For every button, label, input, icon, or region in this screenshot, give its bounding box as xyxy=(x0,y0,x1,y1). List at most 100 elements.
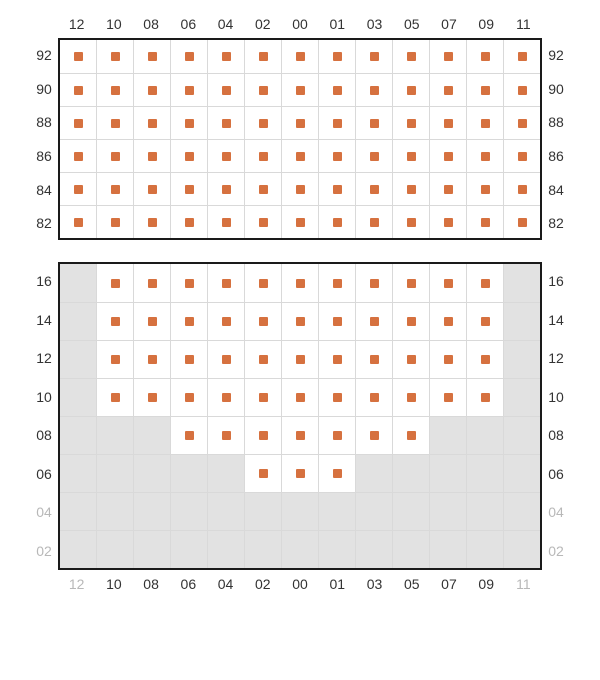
seat[interactable] xyxy=(244,454,281,492)
seat[interactable] xyxy=(96,73,133,106)
seat[interactable] xyxy=(318,378,355,416)
seat[interactable] xyxy=(133,205,170,238)
seat[interactable] xyxy=(392,340,429,378)
seat[interactable] xyxy=(281,454,318,492)
seat[interactable] xyxy=(133,172,170,205)
seat[interactable] xyxy=(429,172,466,205)
seat[interactable] xyxy=(503,73,540,106)
seat[interactable] xyxy=(466,378,503,416)
seat[interactable] xyxy=(281,378,318,416)
seat[interactable] xyxy=(170,416,207,454)
seat[interactable] xyxy=(466,106,503,139)
seat[interactable] xyxy=(429,302,466,340)
seat[interactable] xyxy=(429,378,466,416)
seat[interactable] xyxy=(133,40,170,73)
seat[interactable] xyxy=(355,340,392,378)
seat[interactable] xyxy=(244,106,281,139)
seat[interactable] xyxy=(429,106,466,139)
seat[interactable] xyxy=(207,106,244,139)
seat[interactable] xyxy=(281,416,318,454)
seat[interactable] xyxy=(170,106,207,139)
seat[interactable] xyxy=(466,264,503,302)
seat[interactable] xyxy=(170,205,207,238)
seat[interactable] xyxy=(244,340,281,378)
seat[interactable] xyxy=(244,139,281,172)
seat[interactable] xyxy=(281,302,318,340)
seat[interactable] xyxy=(170,40,207,73)
seat[interactable] xyxy=(355,302,392,340)
seat[interactable] xyxy=(60,172,96,205)
seat[interactable] xyxy=(207,302,244,340)
seat[interactable] xyxy=(170,73,207,106)
seat[interactable] xyxy=(503,106,540,139)
seat[interactable] xyxy=(503,172,540,205)
seat[interactable] xyxy=(503,139,540,172)
seat[interactable] xyxy=(392,172,429,205)
seat[interactable] xyxy=(244,378,281,416)
seat[interactable] xyxy=(133,73,170,106)
seat[interactable] xyxy=(281,139,318,172)
seat[interactable] xyxy=(207,416,244,454)
seat[interactable] xyxy=(355,73,392,106)
seat[interactable] xyxy=(281,40,318,73)
seat[interactable] xyxy=(60,73,96,106)
seat[interactable] xyxy=(355,205,392,238)
seat[interactable] xyxy=(244,172,281,205)
seat[interactable] xyxy=(281,340,318,378)
seat[interactable] xyxy=(207,172,244,205)
seat[interactable] xyxy=(244,205,281,238)
seat[interactable] xyxy=(355,416,392,454)
seat[interactable] xyxy=(466,172,503,205)
seat[interactable] xyxy=(170,378,207,416)
seat[interactable] xyxy=(281,106,318,139)
seat[interactable] xyxy=(281,205,318,238)
seat[interactable] xyxy=(96,302,133,340)
seat[interactable] xyxy=(96,378,133,416)
seat[interactable] xyxy=(466,73,503,106)
seat[interactable] xyxy=(392,106,429,139)
seat[interactable] xyxy=(170,172,207,205)
seat[interactable] xyxy=(244,302,281,340)
seat[interactable] xyxy=(466,205,503,238)
seat[interactable] xyxy=(133,106,170,139)
seat[interactable] xyxy=(318,302,355,340)
seat[interactable] xyxy=(355,139,392,172)
seat[interactable] xyxy=(133,302,170,340)
seat[interactable] xyxy=(281,264,318,302)
seat[interactable] xyxy=(207,73,244,106)
seat[interactable] xyxy=(429,340,466,378)
seat[interactable] xyxy=(503,205,540,238)
seat[interactable] xyxy=(429,73,466,106)
seat[interactable] xyxy=(392,302,429,340)
seat[interactable] xyxy=(355,172,392,205)
seat[interactable] xyxy=(133,264,170,302)
seat[interactable] xyxy=(392,139,429,172)
seat[interactable] xyxy=(466,139,503,172)
seat[interactable] xyxy=(96,205,133,238)
seat[interactable] xyxy=(318,454,355,492)
seat[interactable] xyxy=(355,40,392,73)
seat[interactable] xyxy=(429,139,466,172)
seat[interactable] xyxy=(244,73,281,106)
seat[interactable] xyxy=(60,106,96,139)
seat[interactable] xyxy=(318,264,355,302)
seat[interactable] xyxy=(133,139,170,172)
seat[interactable] xyxy=(96,106,133,139)
seat[interactable] xyxy=(429,264,466,302)
seat[interactable] xyxy=(96,172,133,205)
seat[interactable] xyxy=(318,139,355,172)
seat[interactable] xyxy=(207,40,244,73)
seat[interactable] xyxy=(355,264,392,302)
seat[interactable] xyxy=(392,416,429,454)
seat[interactable] xyxy=(355,378,392,416)
seat[interactable] xyxy=(318,416,355,454)
seat[interactable] xyxy=(96,40,133,73)
seat[interactable] xyxy=(466,340,503,378)
seat[interactable] xyxy=(318,172,355,205)
seat[interactable] xyxy=(429,205,466,238)
seat[interactable] xyxy=(429,40,466,73)
seat[interactable] xyxy=(318,106,355,139)
seat[interactable] xyxy=(207,205,244,238)
seat[interactable] xyxy=(60,205,96,238)
seat[interactable] xyxy=(392,205,429,238)
